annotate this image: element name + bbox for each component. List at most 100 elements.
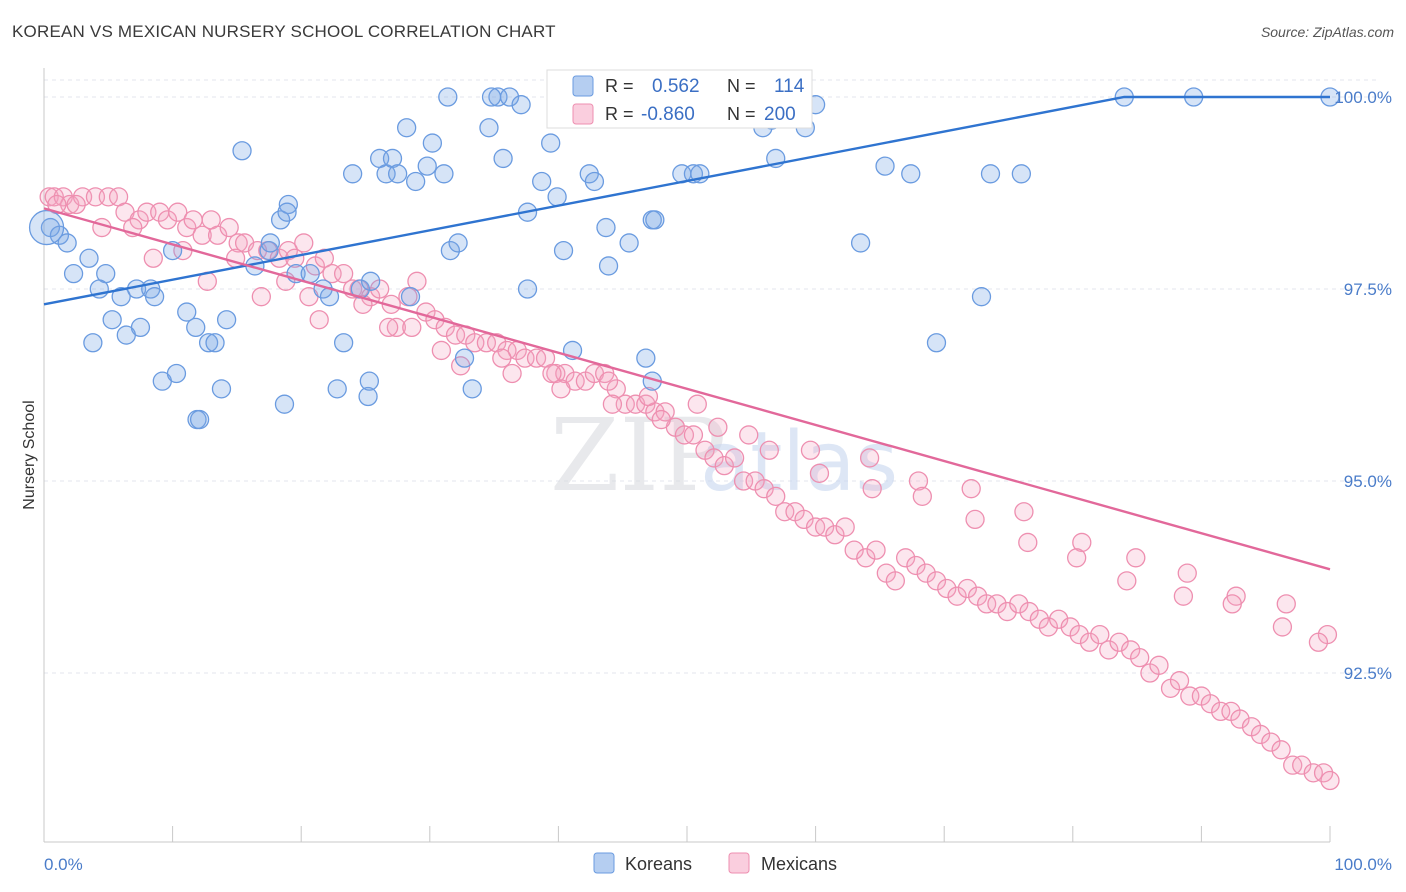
x-tick-labels: 0.0% 100.0% xyxy=(44,855,1392,874)
y-tick-labels: 92.5% 95.0% 97.5% 100.0% xyxy=(1334,88,1392,683)
mexican-point xyxy=(1149,655,1169,675)
mexican-point xyxy=(1222,594,1242,614)
mexican-point xyxy=(1320,770,1340,791)
korean-point xyxy=(327,379,347,399)
y-tick-label: 97.5% xyxy=(1344,280,1392,299)
mexican-point xyxy=(378,317,399,338)
korean-point xyxy=(532,171,552,192)
legend-n-koreans: 114 xyxy=(774,76,805,97)
legend-r-koreans: 0.562 xyxy=(652,76,700,97)
korean-point xyxy=(417,156,437,176)
mexican-point xyxy=(794,509,814,530)
mexican-point xyxy=(724,448,745,468)
mexican-point xyxy=(219,217,239,238)
bottom-legend-swatch-koreans xyxy=(593,852,615,874)
trend-line-koreans xyxy=(43,95,1330,306)
chart-title: KOREAN VS MEXICAN NURSERY SCHOOL CORRELA… xyxy=(12,22,556,41)
mexican-point xyxy=(39,187,59,207)
korean-point xyxy=(481,87,502,107)
korean-point xyxy=(645,210,665,230)
korean-point xyxy=(79,248,99,268)
mexican-point xyxy=(602,394,623,414)
mexican-point xyxy=(309,310,329,330)
korean-point xyxy=(980,164,1001,184)
korean-point xyxy=(397,118,417,138)
korean-point xyxy=(277,202,297,222)
mexican-point xyxy=(177,217,197,238)
legend-r-mexicans: -0.860 xyxy=(641,104,695,125)
mexican-point xyxy=(492,348,512,368)
x-tick-label: 0.0% xyxy=(44,855,83,874)
korean-point xyxy=(434,164,454,184)
mexican-point xyxy=(1090,624,1110,645)
mexican-point xyxy=(66,194,86,215)
bottom-legend-mexicans: Mexicans xyxy=(761,854,837,874)
mexican-point xyxy=(1261,732,1281,752)
korean-point xyxy=(198,333,219,353)
mexican-point xyxy=(961,479,981,499)
top-legend: R = 0.562 N = 114 R = -0.860 N = 200 xyxy=(546,69,813,129)
korean-point xyxy=(232,141,252,161)
mexican-point xyxy=(168,202,188,222)
mexican-point xyxy=(157,210,178,230)
axes xyxy=(43,68,1331,843)
korean-point xyxy=(205,333,225,353)
korean-point xyxy=(598,256,619,276)
series-mexicans xyxy=(39,187,1340,791)
korean-point xyxy=(971,287,992,307)
y-tick-label: 95.0% xyxy=(1344,472,1392,491)
mexican-point xyxy=(987,594,1007,614)
mexican-point xyxy=(759,440,779,460)
mexican-point xyxy=(862,479,882,499)
mexican-point xyxy=(651,409,671,430)
korean-point xyxy=(63,263,84,284)
mexican-point xyxy=(278,240,298,261)
korean-point xyxy=(83,333,103,353)
mexican-point xyxy=(98,187,118,207)
mexican-point xyxy=(937,578,957,599)
mexican-point xyxy=(1303,763,1323,783)
mexican-point xyxy=(1099,640,1119,660)
mexican-point xyxy=(1079,632,1100,652)
mexican-point xyxy=(908,471,929,491)
mexican-point xyxy=(1038,617,1059,637)
legend-n-label-koreans: N = xyxy=(727,76,756,96)
korean-point xyxy=(116,325,136,345)
mexican-point xyxy=(551,379,571,399)
korean-point xyxy=(511,95,531,115)
korean-point xyxy=(553,240,574,261)
korean-point xyxy=(177,302,197,322)
mexican-point xyxy=(431,340,452,361)
korean-point xyxy=(619,233,639,253)
mexican-point xyxy=(1109,632,1129,652)
korean-point xyxy=(517,279,538,299)
korean-point xyxy=(541,133,561,153)
mexican-point xyxy=(1019,601,1039,622)
korean-point xyxy=(438,87,458,107)
mexican-point xyxy=(502,363,522,384)
y-tick-label: 100.0% xyxy=(1334,88,1392,107)
korean-point xyxy=(260,233,280,253)
korean-point xyxy=(216,310,237,330)
korean-point xyxy=(454,348,475,368)
korean-point xyxy=(270,210,291,230)
mexican-point xyxy=(965,509,985,530)
mexican-point xyxy=(251,287,271,307)
mexican-point xyxy=(542,363,562,384)
korean-point xyxy=(387,164,408,184)
mexican-point xyxy=(1069,624,1089,645)
korean-point xyxy=(28,209,65,246)
mexican-point xyxy=(1308,632,1329,652)
mexican-point xyxy=(1126,548,1146,568)
mexican-point xyxy=(800,440,821,460)
korean-point xyxy=(448,233,468,253)
korean-point xyxy=(278,194,298,215)
grid-lines xyxy=(44,79,1380,674)
korean-point xyxy=(57,233,77,253)
korean-point xyxy=(636,348,656,368)
mexican-point xyxy=(809,463,830,483)
mexican-point xyxy=(754,479,774,499)
korean-point xyxy=(875,156,895,176)
mexican-point xyxy=(766,486,786,507)
